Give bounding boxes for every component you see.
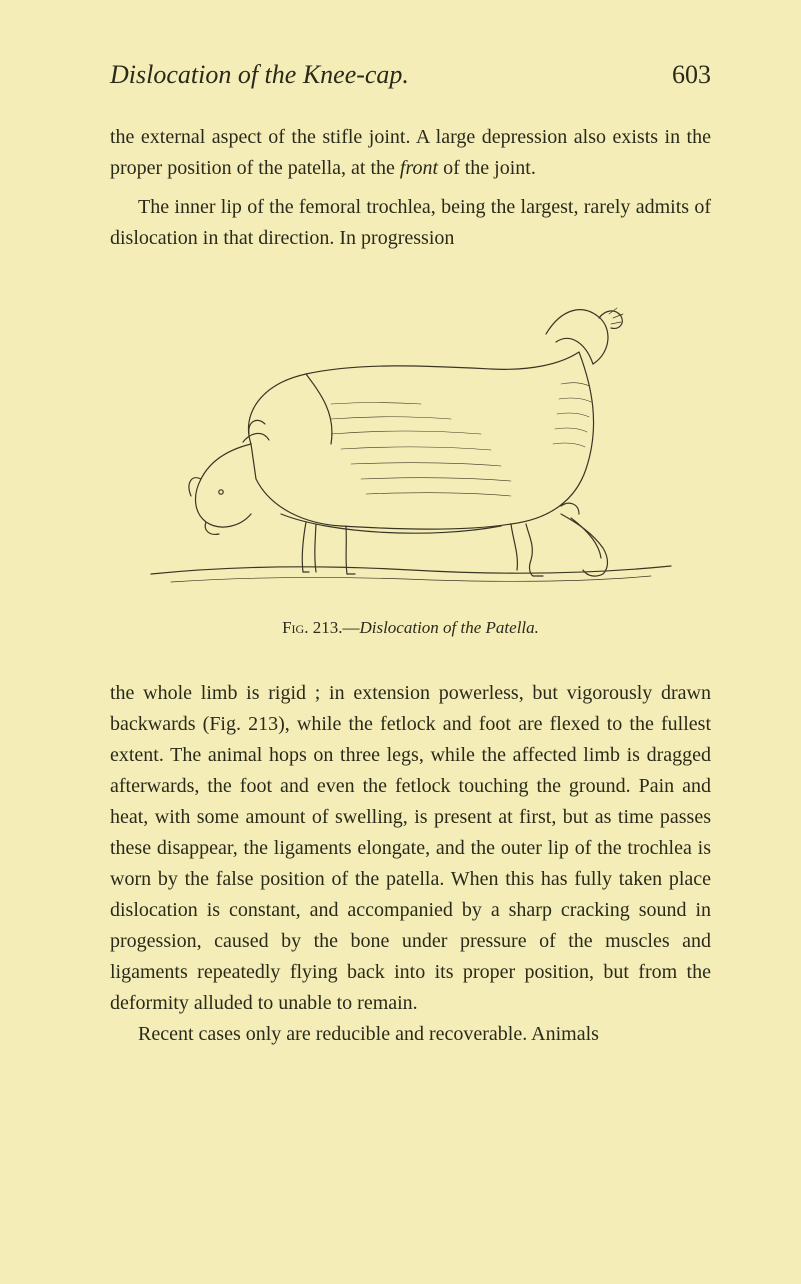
figure-label: Fig. 213. (282, 618, 342, 637)
para-1-text-b: of the joint. (438, 157, 536, 179)
para-1-italic: front (400, 157, 438, 179)
paragraph-2: The inner lip of the femoral trochlea, b… (110, 192, 711, 254)
figure-description: Dislocation of the Patella. (359, 618, 538, 637)
page-number: 603 (672, 60, 711, 90)
paragraph-1: the external aspect of the stifle joint.… (110, 122, 711, 184)
page-header: Dislocation of the Knee-cap. 603 (110, 60, 711, 90)
figure-213: Fig. 213.—Dislocation of the Patella. (110, 274, 711, 638)
running-title: Dislocation of the Knee-cap. (110, 60, 409, 90)
paragraph-3: the whole limb is rigid ; in extension p… (110, 678, 711, 1019)
figure-caption: Fig. 213.—Dislocation of the Patella. (110, 618, 711, 638)
figure-dash: — (342, 618, 359, 637)
cow-illustration (131, 274, 691, 614)
paragraph-4: Recent cases only are reducible and reco… (110, 1019, 711, 1050)
